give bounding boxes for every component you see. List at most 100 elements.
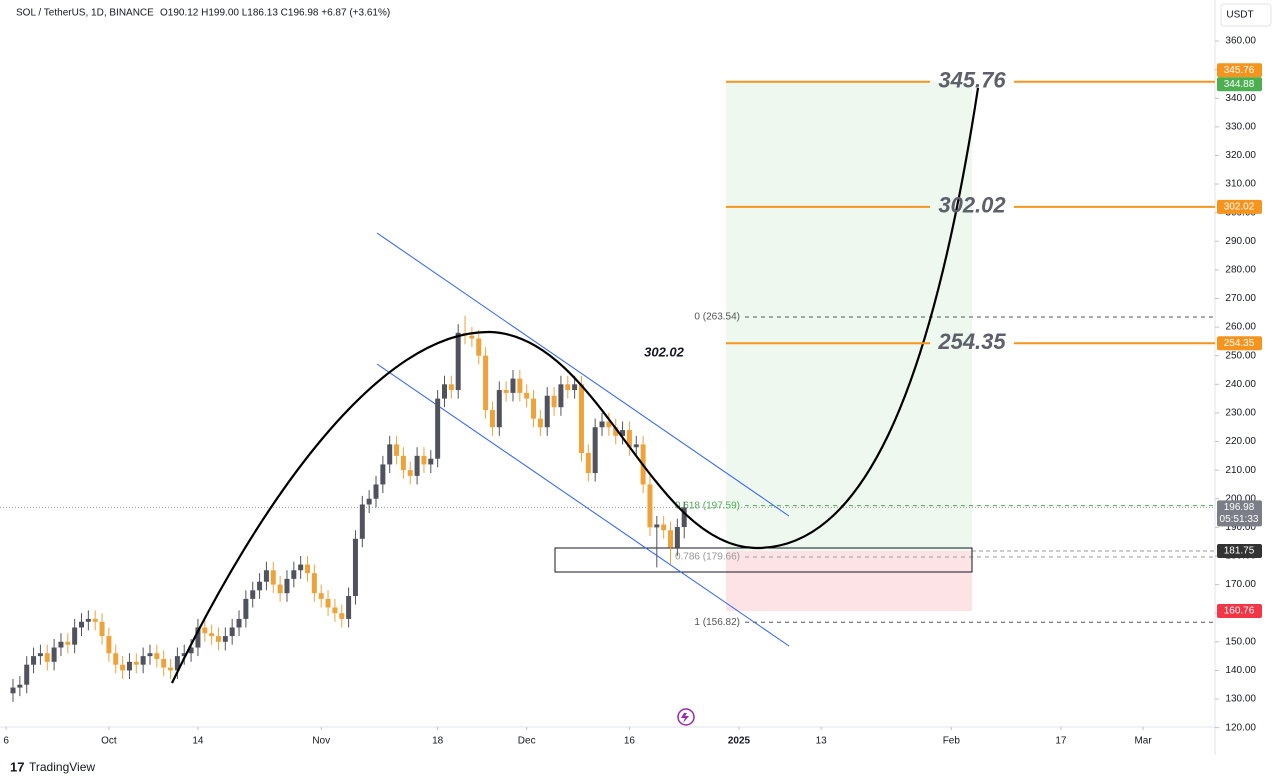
candle-body: [113, 653, 119, 665]
candle-body: [133, 661, 139, 665]
y-tick-label: 230.00: [1225, 408, 1256, 419]
price-tag: [1217, 500, 1262, 527]
candle-body: [414, 455, 420, 476]
brand-name: TradingView: [29, 760, 95, 774]
candle-body: [421, 455, 427, 465]
price-tag: [1217, 604, 1262, 619]
candle-body: [31, 656, 37, 665]
candle-body: [647, 484, 653, 528]
candle-body: [24, 664, 30, 685]
candle-body: [661, 524, 667, 531]
event-icon[interactable]: [677, 708, 695, 726]
currency-button[interactable]: [1220, 3, 1272, 27]
y-tick-label: 130.00: [1225, 694, 1256, 705]
candle-body: [455, 332, 461, 391]
candle-body: [120, 664, 126, 671]
candle-body: [305, 564, 311, 574]
price-tag-label: 344.88: [1224, 79, 1255, 90]
ohlc-legend: O190.12 H199.00 L186.13 C196.98 +6.87 (+…: [160, 8, 390, 19]
profit-zone: [726, 81, 972, 551]
candle-body: [517, 378, 523, 393]
price-tag-label: 196.98: [1224, 502, 1255, 513]
candle-body: [373, 484, 379, 499]
candle-body: [565, 384, 571, 391]
event-icon-bolt: [681, 713, 689, 723]
y-tick-label: 250.00: [1225, 350, 1256, 361]
candle-body: [585, 452, 591, 474]
x-tick-label: 2025: [728, 736, 751, 747]
channel-line: [376, 232, 790, 517]
currency-label[interactable]: USDT: [1226, 10, 1253, 21]
candles: [10, 315, 687, 702]
candle-body: [140, 656, 146, 665]
price-tag: [1217, 199, 1262, 214]
candle-body: [352, 538, 358, 597]
x-tick-label: 6: [3, 736, 9, 747]
y-tick-label: 220.00: [1225, 436, 1256, 447]
candle-body: [284, 578, 290, 594]
projection-curve: [171, 87, 980, 684]
candle-body: [394, 444, 400, 456]
candle-body: [202, 627, 208, 634]
annotation: 302.02: [644, 344, 685, 359]
candle-body: [51, 647, 57, 662]
candle-body: [106, 636, 112, 654]
candle-body: [65, 641, 71, 645]
y-tick-label: 280.00: [1225, 265, 1256, 276]
y-tick-label: 320.00: [1225, 150, 1256, 161]
candle-body: [428, 458, 434, 465]
candle-body: [277, 584, 283, 594]
candle-body: [380, 464, 386, 485]
y-tick-label: 260.00: [1225, 322, 1256, 333]
candle-body: [469, 335, 475, 339]
candle-body: [188, 647, 194, 654]
x-tick-label: 16: [624, 736, 636, 747]
candle-body: [366, 498, 372, 505]
candle-body: [291, 570, 297, 579]
candle-body: [147, 653, 153, 657]
candle-body: [311, 573, 317, 594]
fib-label: 0.786 (179.66): [675, 552, 740, 563]
x-tick-label: 13: [816, 736, 828, 747]
candle-body: [620, 430, 626, 436]
candle-body: [161, 658, 167, 668]
candle-body: [215, 636, 221, 642]
candle-body: [346, 596, 352, 619]
candle-body: [332, 607, 338, 614]
candle-body: [674, 527, 680, 548]
candle-body: [387, 444, 393, 465]
channel-line: [376, 363, 790, 647]
candle-body: [37, 653, 43, 657]
candle-body: [551, 395, 557, 408]
x-tick-label: Nov: [312, 736, 330, 747]
y-tick-label: 290.00: [1225, 236, 1256, 247]
candle-body: [496, 390, 502, 428]
candle-body: [72, 627, 78, 645]
candle-body: [250, 590, 256, 599]
candle-body: [263, 570, 269, 582]
candle-body: [85, 618, 91, 622]
candle-body: [17, 684, 23, 688]
candle-body: [58, 641, 64, 648]
candle-body: [270, 570, 276, 585]
candle-body: [476, 338, 482, 356]
y-tick-label: 150.00: [1225, 636, 1256, 647]
candle-body: [544, 395, 550, 428]
x-tick-label: Dec: [518, 736, 536, 747]
candle-body: [441, 384, 447, 399]
fib-label: 0.618 (197.59): [675, 500, 740, 511]
x-tick-label: Mar: [1134, 736, 1152, 747]
candle-body: [483, 355, 489, 411]
candle-body: [339, 613, 345, 619]
level-label: 302.02: [938, 193, 1006, 218]
y-tick-label: 340.00: [1225, 93, 1256, 104]
y-tick-label: 200.00: [1225, 493, 1256, 504]
price-tag-label: 345.76: [1224, 65, 1255, 76]
candle-body: [489, 410, 495, 428]
candle-body: [229, 627, 235, 637]
y-tick-label: 310.00: [1225, 179, 1256, 190]
price-tag-label: 254.35: [1224, 338, 1255, 349]
